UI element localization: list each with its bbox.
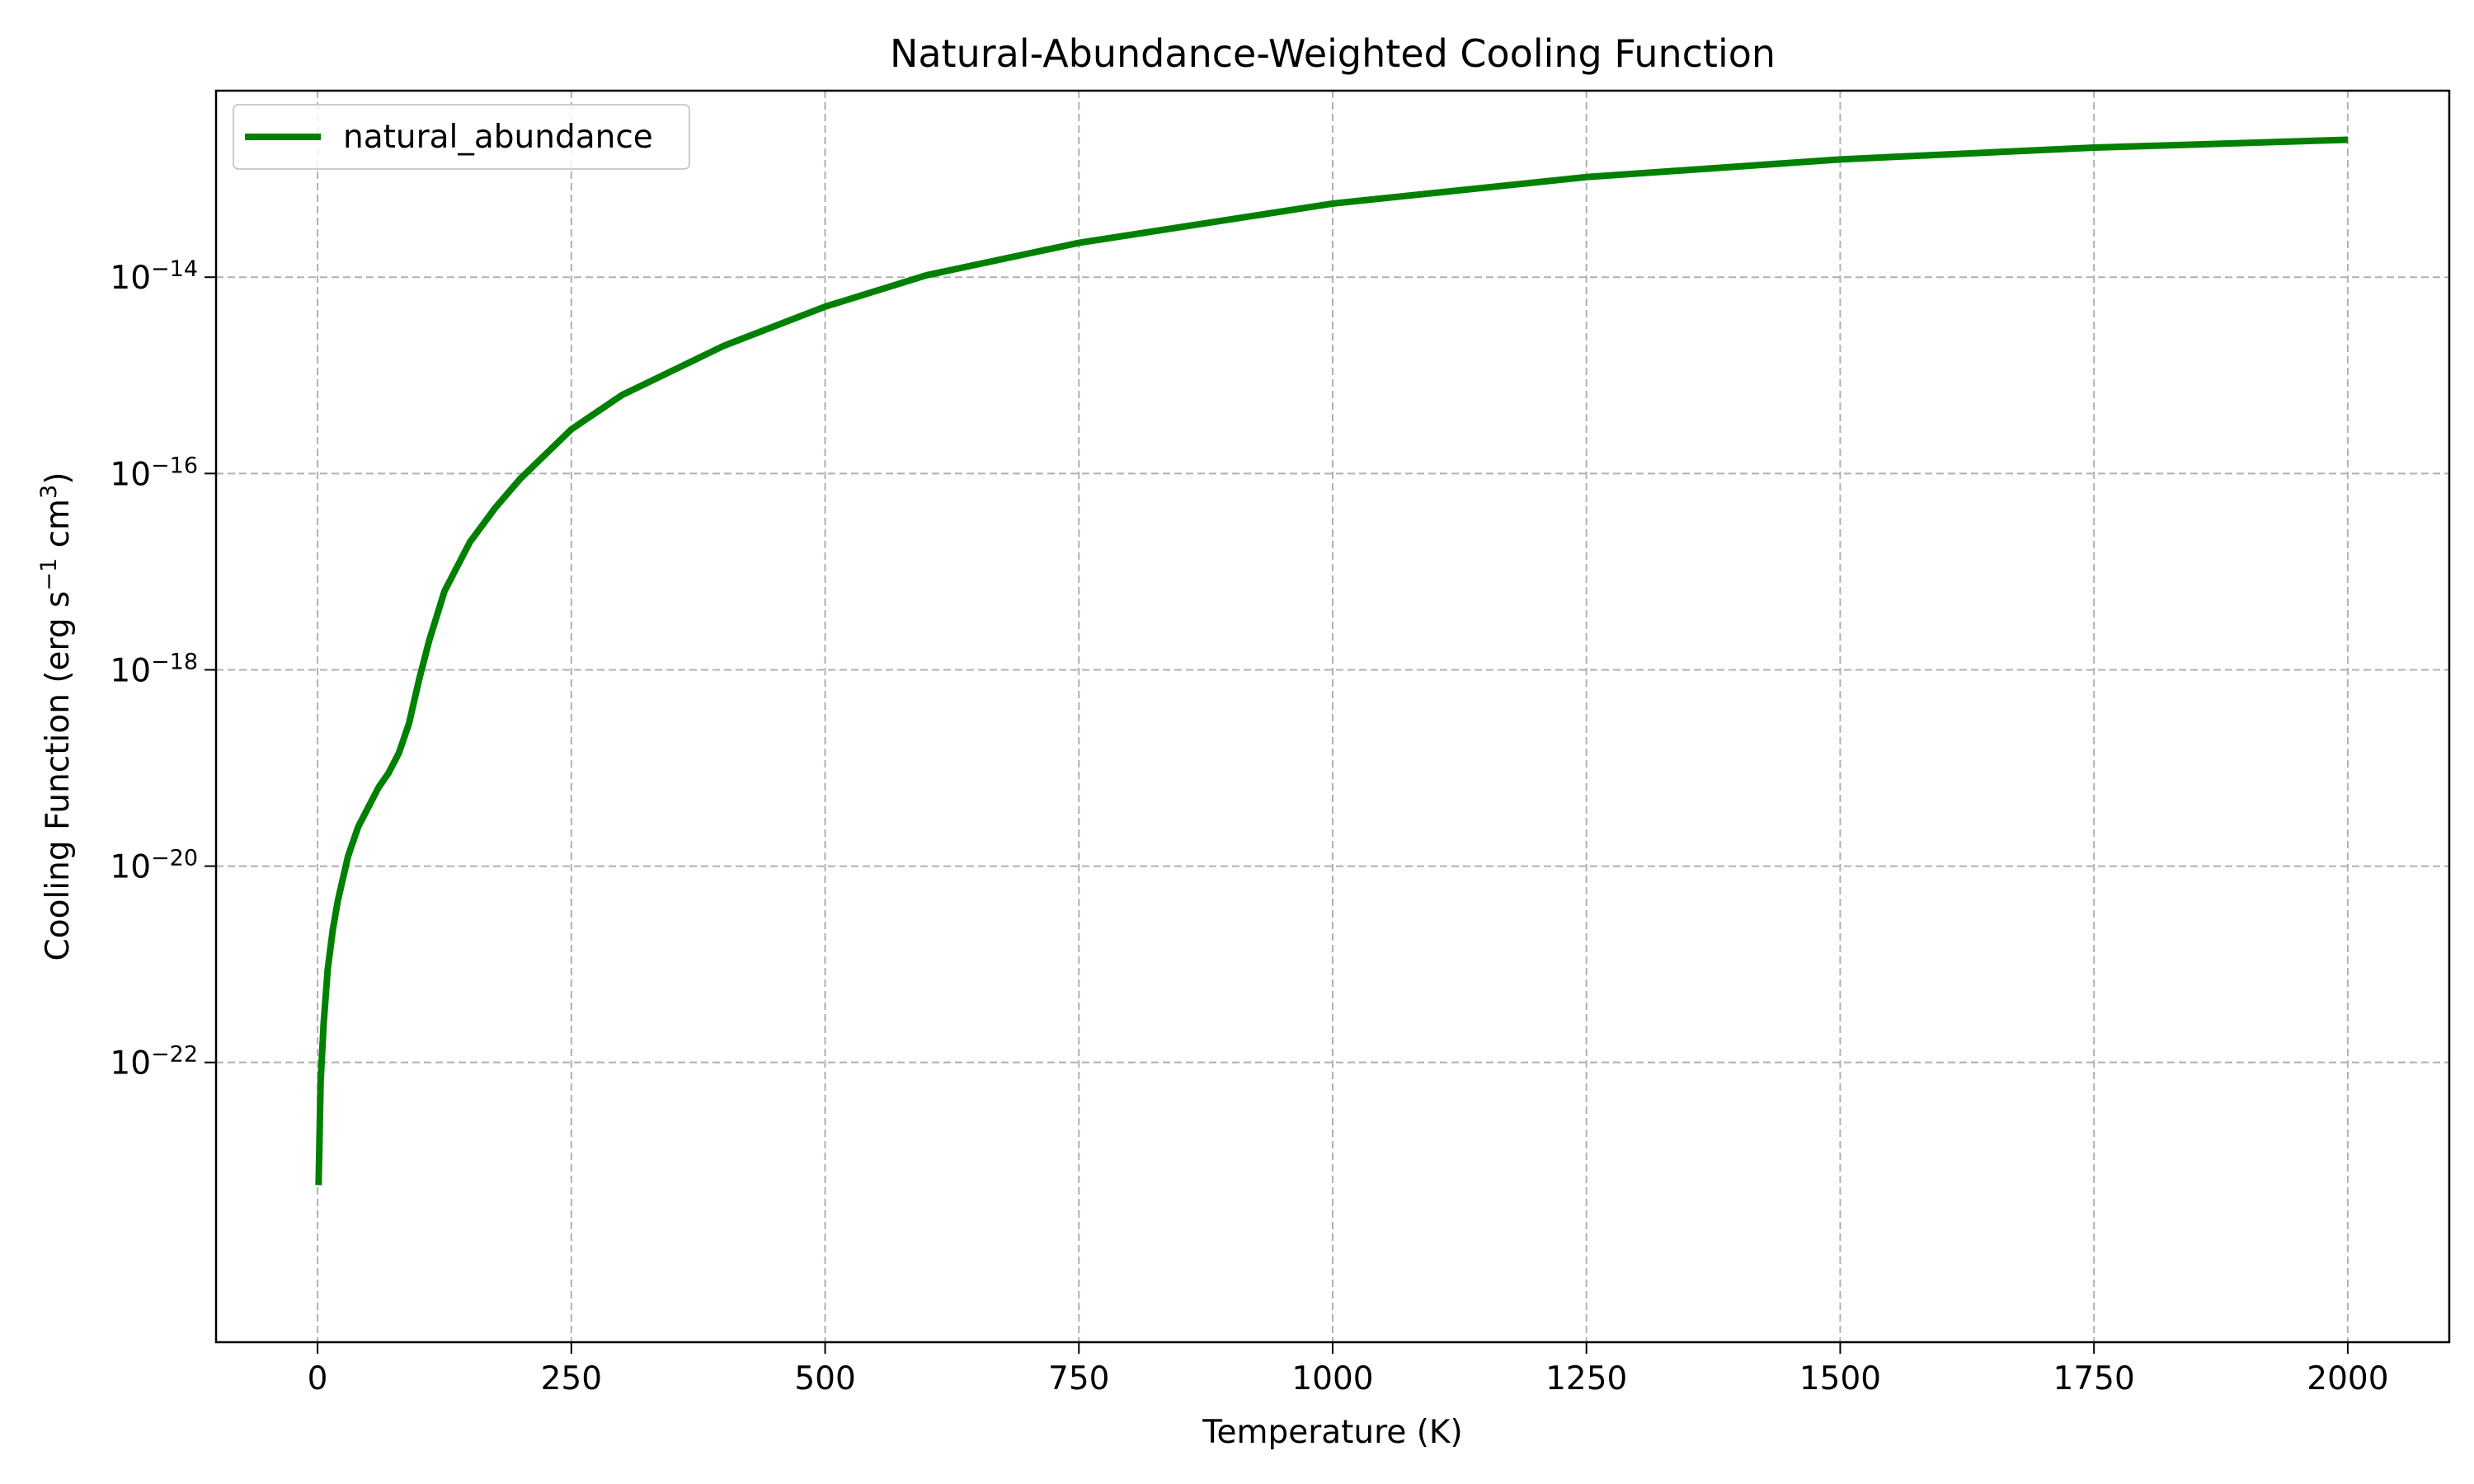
y-tick-exponent: −16 xyxy=(151,453,198,478)
y-tick-base: 10 xyxy=(110,1045,151,1082)
x-tick-label: 750 xyxy=(1048,1360,1109,1397)
x-tick-label: 1000 xyxy=(1291,1360,1373,1397)
y-tick-label: 10−14 xyxy=(110,256,198,298)
x-tick-label: 2000 xyxy=(2307,1360,2388,1397)
y-tick-label: 10−16 xyxy=(110,453,198,494)
y-tick-exponent: −20 xyxy=(151,845,198,871)
y-tick-base: 10 xyxy=(110,849,151,886)
y-axis-label-mid: cm xyxy=(40,499,77,558)
x-axis-ticks: 0 250 500 750 1000 1250 1500 1750 2000 xyxy=(308,1342,2389,1397)
y-tick-base: 10 xyxy=(110,652,151,689)
x-tick-label: 1500 xyxy=(1799,1360,1881,1397)
series-layer xyxy=(315,136,2349,1186)
y-tick-label: 10−18 xyxy=(110,649,198,690)
x-tick-label: 1750 xyxy=(2053,1360,2135,1397)
x-tick-label: 250 xyxy=(541,1360,602,1397)
legend: natural_abundance xyxy=(233,104,690,170)
y-axis-label-sup2: 3 xyxy=(36,485,62,499)
grid-lines xyxy=(216,91,2449,1342)
x-tick-label: 0 xyxy=(308,1360,328,1397)
legend-box xyxy=(233,104,690,170)
y-tick-exponent: −14 xyxy=(151,256,198,282)
y-tick-exponent: −18 xyxy=(151,649,198,674)
x-tick-label: 1250 xyxy=(1545,1360,1627,1397)
x-tick-label: 500 xyxy=(794,1360,855,1397)
series-line-natural-abundance xyxy=(315,136,2349,1186)
x-axis-label: Temperature (K) xyxy=(1202,1414,1462,1451)
legend-label-natural-abundance: natural_abundance xyxy=(343,119,653,156)
y-tick-base: 10 xyxy=(110,456,151,493)
y-tick-base: 10 xyxy=(110,260,151,297)
y-axis-label: Cooling Function (erg s−1 cm3) xyxy=(36,472,78,961)
y-tick-label: 10−22 xyxy=(110,1041,198,1082)
chart-title: Natural-Abundance-Weighted Cooling Funct… xyxy=(890,31,1776,76)
y-axis-label-sup1: −1 xyxy=(36,558,62,591)
y-tick-exponent: −22 xyxy=(151,1041,198,1067)
y-axis-label-prefix: Cooling Function (erg s xyxy=(40,591,77,961)
y-axis-label-suffix: ) xyxy=(40,472,77,485)
y-tick-label: 10−20 xyxy=(110,845,198,886)
